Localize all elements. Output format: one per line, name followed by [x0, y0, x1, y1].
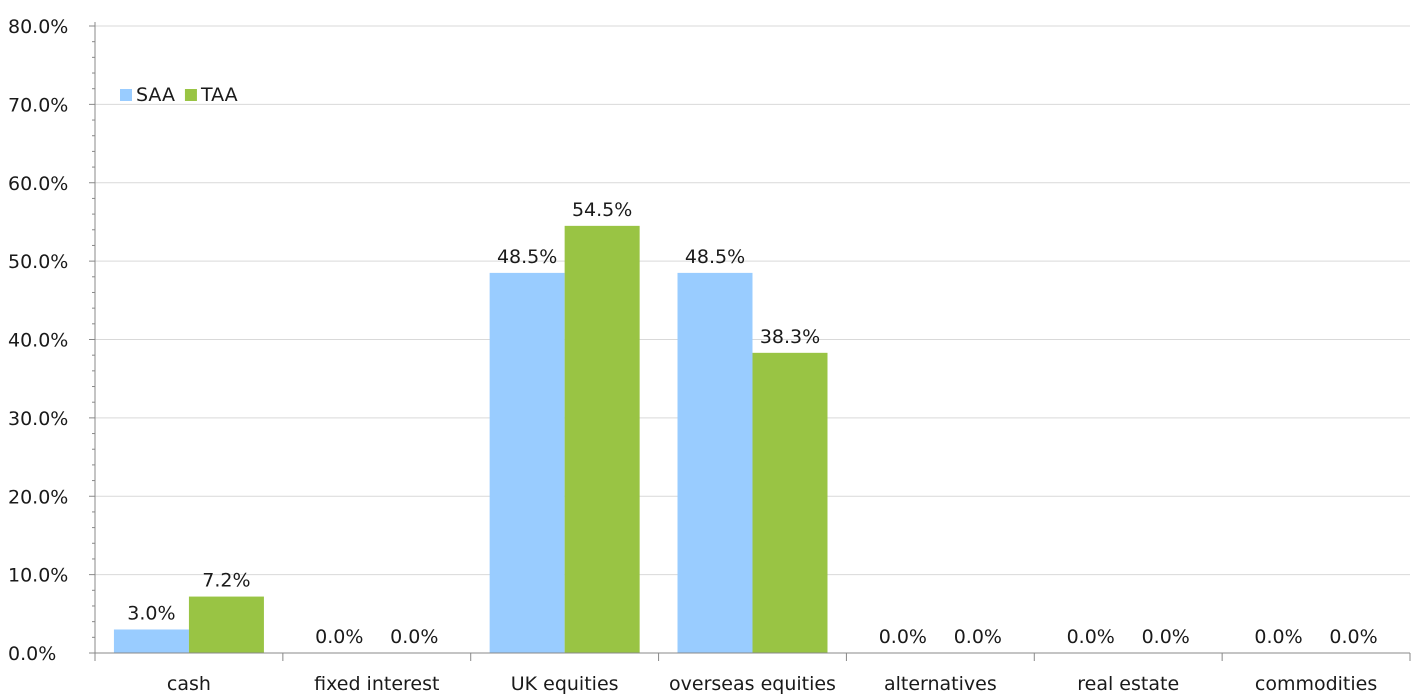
x-category-label: real estate — [1077, 673, 1179, 695]
bar-saa — [113, 629, 189, 653]
data-label-saa: 0.0% — [1254, 626, 1302, 648]
x-axis-category-labels: cash fixed interest UK equities overseas eq… — [167, 673, 1377, 695]
bar-taa — [188, 596, 264, 653]
legend: SAA TAA — [120, 84, 238, 106]
data-label-saa: 0.0% — [315, 626, 363, 648]
data-label-taa: 0.0% — [390, 626, 438, 648]
data-label-saa: 0.0% — [879, 626, 927, 648]
legend-swatch-taa — [184, 89, 197, 101]
data-label-taa: 54.5% — [572, 199, 632, 221]
legend-swatch-saa — [120, 89, 132, 101]
y-tick-label: 80.0% — [8, 16, 68, 38]
y-tick-label: 50.0% — [8, 251, 68, 273]
x-category-label: cash — [167, 673, 211, 695]
data-label-taa: 7.2% — [202, 570, 250, 592]
x-category-label: overseas equities — [669, 673, 836, 695]
x-category-label: UK equities — [511, 673, 619, 695]
bar-group — [113, 225, 828, 653]
legend-label-taa: TAA — [200, 84, 238, 106]
data-label-saa: 3.0% — [127, 602, 175, 624]
bar-saa — [677, 272, 753, 653]
y-tick-label: 60.0% — [8, 173, 68, 195]
x-category-label: fixed interest — [314, 673, 439, 695]
data-label-taa: 0.0% — [1142, 626, 1190, 648]
y-tick-label: 40.0% — [8, 330, 68, 352]
bar-saa — [489, 272, 565, 653]
y-tick-label: 70.0% — [8, 94, 68, 116]
data-labels: 3.0% 7.2% 0.0% 0.0% 48.5% 54.5% 48.5% 38.3% 0.0%… — [127, 199, 1377, 648]
data-label-taa: 0.0% — [954, 626, 1002, 648]
data-label-taa: 0.0% — [1329, 626, 1377, 648]
y-tick-label: 30.0% — [8, 408, 68, 430]
y-axis-tick-labels: 0.0% 10.0% 20.0% 30.0% 40.0% 50.0% 60.0% 70.0% 8… — [8, 16, 68, 665]
legend-label-saa: SAA — [136, 84, 175, 106]
data-label-saa: 0.0% — [1067, 626, 1115, 648]
bar-taa — [752, 352, 828, 653]
x-category-label: alternatives — [884, 673, 997, 695]
axes — [89, 22, 1411, 661]
data-label-saa: 48.5% — [685, 246, 745, 268]
data-label-taa: 38.3% — [760, 326, 820, 348]
x-category-label: commodities — [1255, 673, 1377, 695]
y-tick-label: 0.0% — [8, 643, 56, 665]
data-label-saa: 48.5% — [497, 246, 557, 268]
y-tick-label: 20.0% — [8, 486, 68, 508]
bar-taa — [564, 225, 640, 653]
y-tick-label: 10.0% — [8, 565, 68, 587]
